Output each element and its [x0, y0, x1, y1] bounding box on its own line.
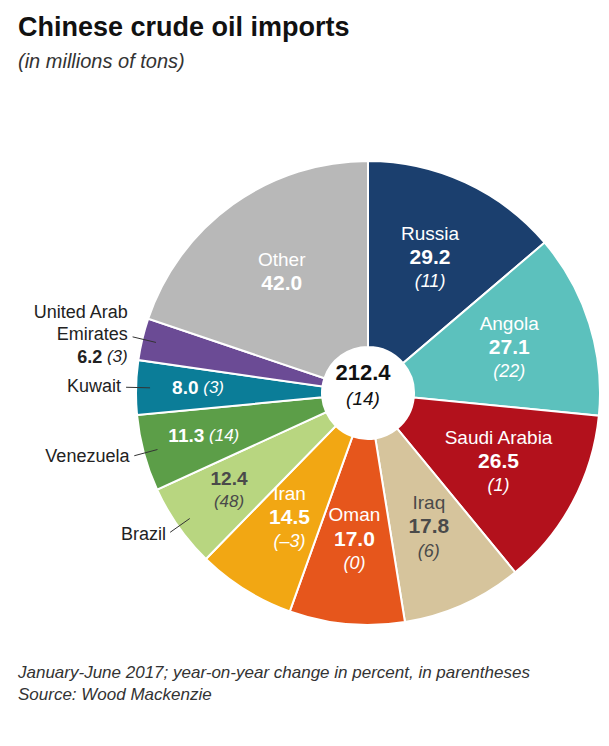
svg-text:United Arab: United Arab [34, 302, 128, 322]
svg-text:(11): (11) [415, 271, 446, 291]
svg-text:29.2: 29.2 [410, 245, 451, 268]
html-text:Chinese crude oil imports: Chinese crude oil imports [18, 12, 350, 42]
svg-text:Venezuela: Venezuela [45, 446, 130, 466]
svg-text:42.0: 42.0 [261, 271, 302, 294]
html-text:January-June 2017; year-on-yea: January-June 2017; year-on-year change i… [18, 663, 530, 682]
svg-text:(48): (48) [214, 492, 244, 511]
svg-text:Iraq: Iraq [412, 492, 445, 513]
svg-text:(6): (6) [418, 541, 440, 561]
svg-text:(22): (22) [493, 361, 525, 381]
svg-text:6.2 (3): 6.2 (3) [77, 346, 128, 366]
svg-text:(1): (1) [488, 475, 510, 495]
svg-text:Other: Other [258, 249, 306, 270]
svg-text:27.1: 27.1 [489, 335, 530, 358]
svg-text:26.5: 26.5 [478, 449, 519, 472]
svg-text:Angola: Angola [480, 313, 540, 334]
svg-text:11.3 (14): 11.3 (14) [168, 425, 239, 446]
html-text:(14): (14) [346, 388, 380, 409]
svg-text:Russia: Russia [401, 223, 460, 244]
svg-text:(–3): (–3) [274, 531, 306, 551]
svg-text:14.5: 14.5 [269, 505, 310, 528]
svg-text:(0): (0) [343, 553, 365, 573]
svg-text:Iran: Iran [273, 483, 306, 504]
html-text:212.4: 212.4 [335, 360, 391, 385]
html-text:Source: Wood Mackenzie: Source: Wood Mackenzie [18, 685, 212, 704]
svg-text:17.0: 17.0 [334, 527, 375, 550]
svg-text:17.8: 17.8 [408, 514, 449, 537]
html-text:(in millions of tons): (in millions of tons) [18, 50, 185, 72]
svg-text:Brazil: Brazil [121, 524, 166, 544]
svg-text:Saudi Arabia: Saudi Arabia [445, 427, 553, 448]
svg-text:8.0 (3): 8.0 (3) [172, 377, 224, 398]
svg-text:Kuwait: Kuwait [67, 376, 121, 396]
svg-text:Oman: Oman [329, 504, 381, 525]
svg-text:Emirates: Emirates [57, 324, 128, 344]
svg-text:12.4: 12.4 [211, 468, 248, 489]
